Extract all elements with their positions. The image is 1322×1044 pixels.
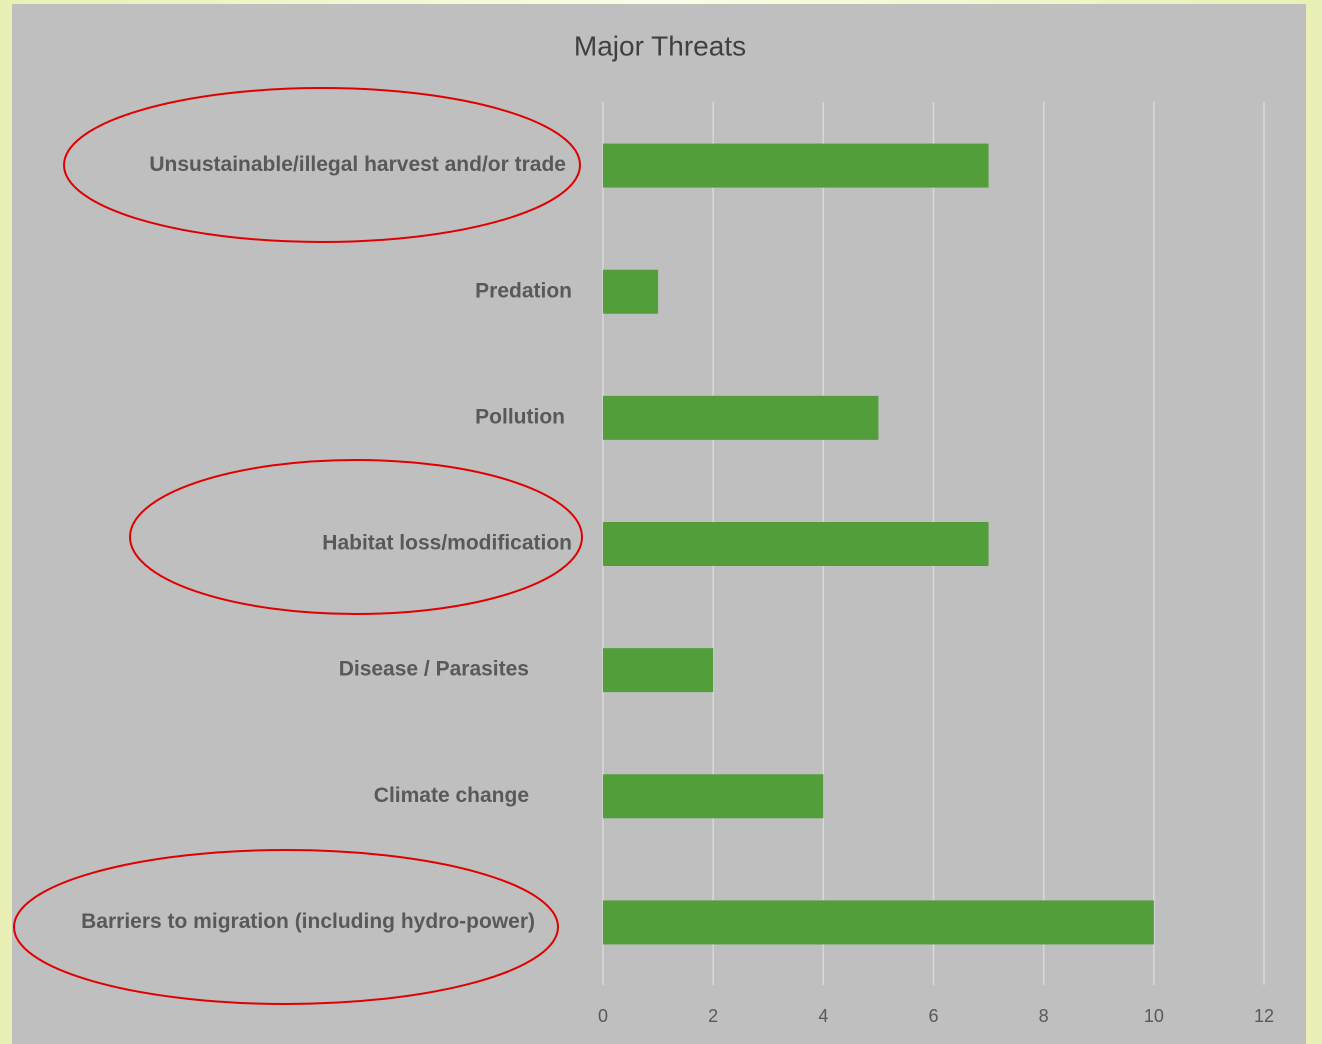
bar [603, 522, 989, 566]
highlight-ellipse [13, 849, 559, 1005]
highlight-ellipse [63, 87, 581, 243]
bar [603, 648, 714, 693]
x-tick-label: 8 [1039, 1006, 1049, 1026]
x-tick-label: 6 [928, 1006, 938, 1026]
bar [603, 774, 824, 819]
bar [603, 269, 659, 314]
bar [603, 143, 989, 188]
y-tick-label: Pollution [475, 405, 565, 428]
highlight-ellipse [129, 459, 583, 615]
x-tick-label: 2 [708, 1006, 718, 1026]
y-tick-label: Barriers to migration (including hydro-p… [81, 910, 535, 933]
bar [603, 900, 1154, 945]
y-tick-label: Habitat loss/modification [322, 532, 572, 555]
y-tick-label: Climate change [374, 784, 529, 807]
x-tick-label: 4 [818, 1006, 828, 1026]
chart-title: Major Threats [574, 30, 746, 61]
plot: 0 2 4 6 8 10 12 Unsustainable/illegal harvest a… [81, 102, 1274, 1026]
bar [603, 395, 879, 440]
y-tick-label: Disease / Parasites [339, 658, 529, 681]
x-tick-label: 0 [598, 1006, 608, 1026]
x-tick-label: 12 [1254, 1006, 1274, 1026]
y-tick-label: Unsustainable/illegal harvest and/or tra… [149, 153, 566, 176]
x-tick-label: 10 [1144, 1006, 1164, 1026]
y-tick-label: Predation [475, 279, 572, 302]
